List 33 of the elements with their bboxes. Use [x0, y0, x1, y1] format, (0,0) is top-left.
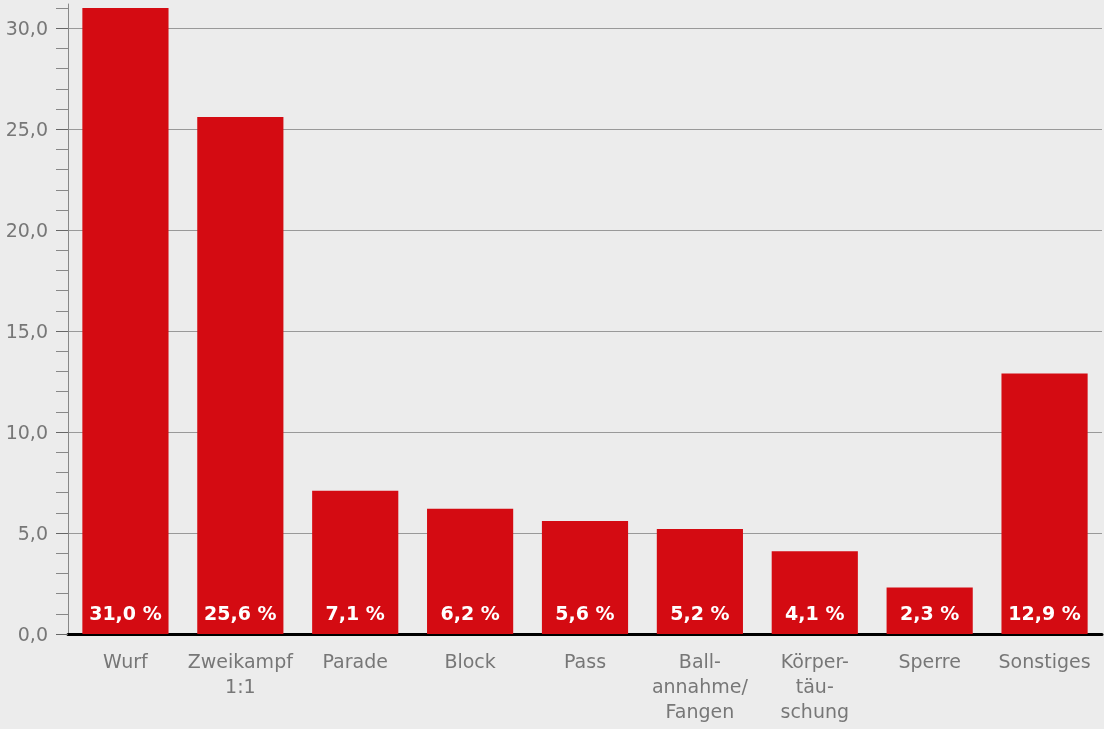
data-label: 4,1 %	[785, 601, 845, 624]
bar	[541, 520, 629, 634]
bar	[312, 490, 399, 634]
y-tick-label: 5,0	[17, 522, 48, 545]
x-tick-label: Pass	[563, 649, 607, 672]
y-tick-label: 20,0	[5, 219, 48, 242]
data-label: 6,2 %	[440, 601, 500, 624]
bar	[82, 8, 169, 634]
x-tick-label: Parade	[322, 649, 388, 672]
data-label: 5,2 %	[670, 601, 730, 624]
x-tick-label: Sperre	[898, 649, 961, 672]
data-label: 5,6 %	[555, 601, 615, 624]
x-tick-label: Körper- täu- schung	[780, 649, 850, 722]
bar	[197, 117, 284, 634]
bar	[656, 529, 743, 634]
y-tick-label: 15,0	[5, 320, 48, 343]
x-tick-label: Sonstiges	[998, 649, 1091, 672]
bar	[771, 551, 858, 634]
x-tick-label: Zweikampf 1:1	[187, 649, 295, 697]
x-tick-label: Block	[444, 649, 496, 672]
data-label: 7,1 %	[325, 601, 385, 624]
data-label: 12,9 %	[1008, 601, 1081, 624]
y-tick-label: 30,0	[5, 17, 48, 40]
bar	[1001, 373, 1088, 634]
y-tick-label: 25,0	[5, 118, 48, 141]
data-label: 25,6 %	[204, 601, 277, 624]
x-tick-label: Ball- annahme/ Fangen	[651, 649, 749, 722]
bar	[427, 508, 514, 634]
y-tick-label: 0,0	[17, 623, 48, 645]
y-tick-label: 10,0	[5, 421, 48, 444]
data-label: 31,0 %	[89, 601, 162, 624]
x-tick-label: Wurf	[103, 649, 150, 672]
data-label: 2,3 %	[900, 601, 960, 624]
